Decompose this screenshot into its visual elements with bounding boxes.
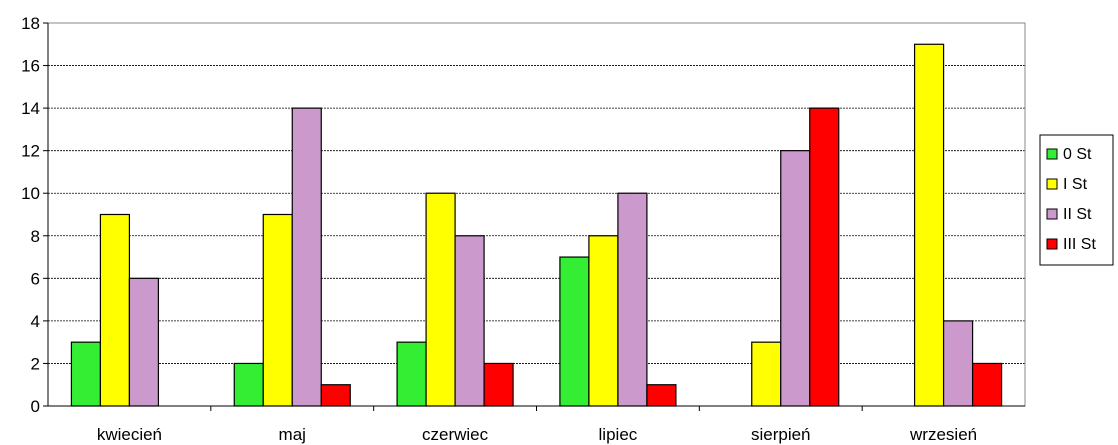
bar [809, 107, 840, 407]
y-tick-label: 6 [31, 269, 40, 288]
bar [588, 235, 619, 407]
bar [559, 256, 590, 407]
y-tick-label: 18 [21, 14, 40, 33]
y-tick-label: 12 [21, 142, 40, 161]
legend-swatch [1046, 208, 1058, 220]
bar [320, 384, 351, 407]
bar [483, 362, 514, 407]
bar [70, 341, 102, 407]
bar [262, 213, 293, 407]
y-tick-label: 2 [31, 354, 40, 373]
y-tick-label: 10 [21, 184, 40, 203]
bar [454, 235, 485, 407]
bar [99, 213, 131, 407]
bars [70, 43, 1003, 407]
plot-area-border [47, 22, 1026, 407]
bar [291, 107, 322, 407]
legend-label: II St [1063, 206, 1092, 223]
y-tick-label: 0 [31, 397, 40, 416]
y-tick-labels: 0 2 4 6 8 10 12 14 16 18 [21, 14, 40, 416]
legend-swatch [1046, 148, 1058, 160]
legend-label: III St [1063, 236, 1096, 253]
legend-label: 0 St [1063, 146, 1092, 163]
x-tick-label: wrzesień [909, 425, 977, 444]
bar [942, 320, 974, 407]
x-tick-label: lipiec [599, 425, 638, 444]
bar [971, 362, 1003, 407]
bar [913, 43, 945, 407]
bar [396, 341, 427, 407]
legend: 0 St I St II St III St [1039, 134, 1114, 266]
bar [425, 192, 456, 407]
legend-label: I St [1063, 176, 1088, 193]
axes [43, 22, 1026, 411]
bar [617, 192, 648, 407]
y-tick-label: 14 [21, 99, 40, 118]
y-tick-label: 16 [21, 57, 40, 76]
x-tick-label: kwiecień [97, 425, 162, 444]
y-tick-label: 4 [31, 312, 40, 331]
legend-swatch [1046, 178, 1058, 190]
x-tick-label: maj [279, 425, 306, 444]
bar [751, 341, 782, 407]
x-tick-label: czerwiec [422, 425, 489, 444]
bar [646, 384, 677, 407]
x-tick-labels: kwiecień maj czerwiec lipiec sierpień wrzesie… [97, 425, 977, 444]
y-tick-label: 8 [31, 227, 40, 246]
legend-swatch [1046, 238, 1058, 250]
x-tick-label: sierpień [751, 425, 811, 444]
bar [780, 150, 811, 407]
bar [128, 277, 160, 407]
bar [233, 362, 264, 407]
gridlines [48, 65, 1025, 364]
